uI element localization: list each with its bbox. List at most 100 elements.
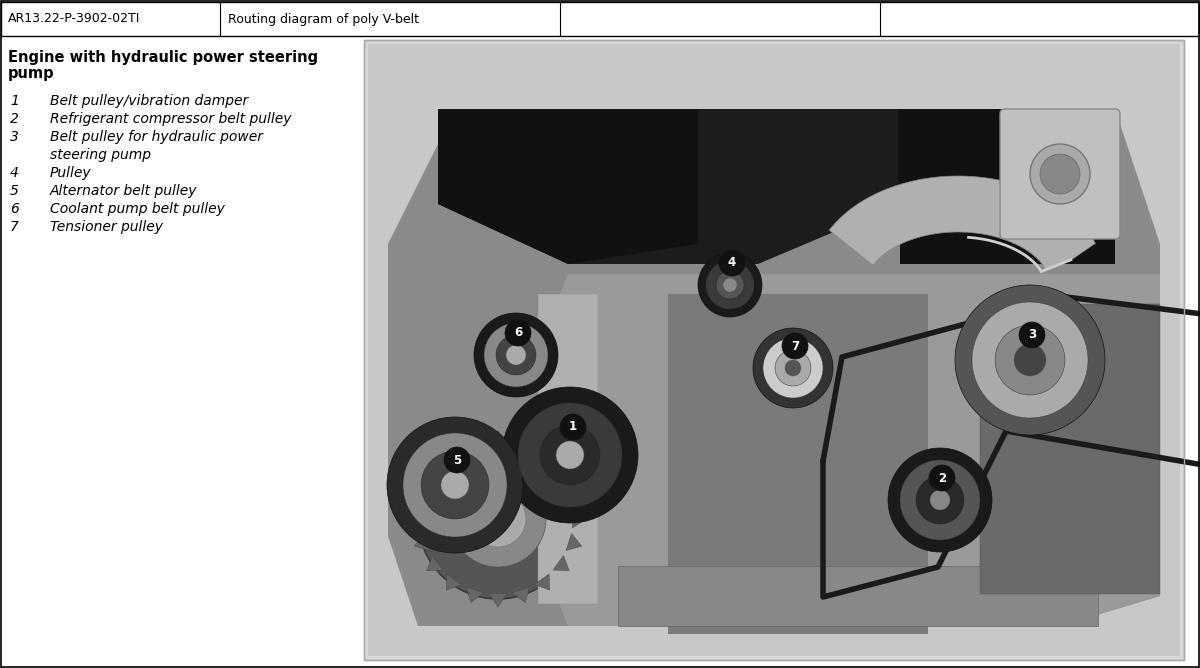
Circle shape [540, 425, 600, 485]
Circle shape [560, 414, 586, 440]
Polygon shape [438, 109, 698, 264]
Polygon shape [512, 436, 529, 451]
Polygon shape [388, 124, 1160, 626]
Text: 5: 5 [10, 184, 19, 198]
Circle shape [916, 476, 964, 524]
Circle shape [505, 320, 530, 346]
Polygon shape [534, 448, 550, 464]
Circle shape [506, 345, 526, 365]
Circle shape [444, 447, 470, 473]
Circle shape [1019, 322, 1045, 348]
Circle shape [722, 278, 737, 292]
Circle shape [1030, 144, 1090, 204]
Text: 4: 4 [10, 166, 19, 180]
Circle shape [470, 491, 526, 547]
Circle shape [900, 460, 980, 540]
Polygon shape [572, 510, 586, 528]
Polygon shape [548, 274, 1160, 626]
Circle shape [706, 261, 754, 309]
Bar [368, 44, 1180, 656]
Circle shape [775, 350, 811, 386]
Circle shape [502, 387, 638, 523]
Polygon shape [553, 468, 569, 482]
Text: 2: 2 [938, 472, 946, 484]
Polygon shape [414, 534, 430, 550]
Bar [364, 40, 1184, 660]
Polygon shape [512, 587, 529, 603]
Polygon shape [446, 448, 462, 464]
Circle shape [496, 335, 536, 375]
FancyBboxPatch shape [1000, 109, 1120, 239]
Text: 1: 1 [569, 420, 577, 434]
Bar [538, 294, 598, 604]
Text: 6: 6 [10, 202, 19, 216]
Circle shape [995, 325, 1066, 395]
Circle shape [782, 333, 808, 359]
Circle shape [386, 417, 523, 553]
Circle shape [955, 285, 1105, 435]
Circle shape [518, 403, 622, 507]
Circle shape [754, 328, 833, 408]
Text: 4: 4 [728, 257, 736, 269]
Text: AR13.22-P-3902-02TI: AR13.22-P-3902-02TI [8, 13, 140, 25]
Text: 7: 7 [791, 339, 799, 353]
Text: Belt pulley/vibration damper: Belt pulley/vibration damper [50, 94, 248, 108]
Bar [668, 294, 928, 634]
Circle shape [763, 338, 823, 398]
Text: Alternator belt pulley: Alternator belt pulley [50, 184, 198, 198]
Circle shape [484, 323, 548, 387]
Circle shape [972, 302, 1088, 418]
Text: 3: 3 [1028, 329, 1036, 341]
Text: 1: 1 [10, 94, 19, 108]
Bar [980, 304, 1160, 594]
Circle shape [474, 313, 558, 397]
Circle shape [450, 471, 546, 567]
Bar [1, 2, 1199, 36]
Polygon shape [490, 431, 506, 444]
Circle shape [929, 465, 955, 491]
Circle shape [556, 441, 584, 469]
Text: Belt pulley for hydraulic power: Belt pulley for hydraulic power [50, 130, 263, 144]
Polygon shape [829, 176, 1096, 269]
Circle shape [442, 471, 469, 499]
Circle shape [403, 433, 508, 537]
Polygon shape [898, 109, 1115, 264]
Text: 2: 2 [10, 112, 19, 126]
Polygon shape [446, 574, 462, 591]
Text: Routing diagram of poly V-belt: Routing diagram of poly V-belt [228, 13, 419, 25]
Circle shape [418, 439, 578, 599]
Polygon shape [490, 593, 506, 607]
Text: 7: 7 [10, 220, 19, 234]
Circle shape [930, 490, 950, 510]
Polygon shape [566, 488, 582, 504]
Polygon shape [438, 109, 1115, 264]
Circle shape [1040, 154, 1080, 194]
Text: Pulley: Pulley [50, 166, 91, 180]
Polygon shape [553, 556, 569, 570]
Circle shape [421, 451, 490, 519]
Circle shape [1014, 344, 1046, 376]
Polygon shape [427, 556, 443, 570]
Circle shape [785, 360, 802, 376]
Polygon shape [467, 587, 484, 603]
Text: steering pump: steering pump [50, 148, 151, 162]
Polygon shape [467, 436, 484, 451]
Text: 5: 5 [452, 454, 461, 466]
Circle shape [888, 448, 992, 552]
Bar [364, 40, 1184, 660]
Polygon shape [534, 574, 550, 591]
Text: Coolant pump belt pulley: Coolant pump belt pulley [50, 202, 224, 216]
Circle shape [698, 253, 762, 317]
Text: Engine with hydraulic power steering: Engine with hydraulic power steering [8, 50, 318, 65]
Circle shape [719, 250, 745, 276]
Polygon shape [427, 468, 443, 482]
Text: 6: 6 [514, 327, 522, 339]
Polygon shape [414, 488, 430, 504]
Polygon shape [566, 534, 582, 550]
Text: pump: pump [8, 66, 55, 81]
Bar [618, 566, 1098, 626]
Polygon shape [410, 510, 424, 528]
Circle shape [716, 271, 744, 299]
Text: Tensioner pulley: Tensioner pulley [50, 220, 163, 234]
Text: 3: 3 [10, 130, 19, 144]
